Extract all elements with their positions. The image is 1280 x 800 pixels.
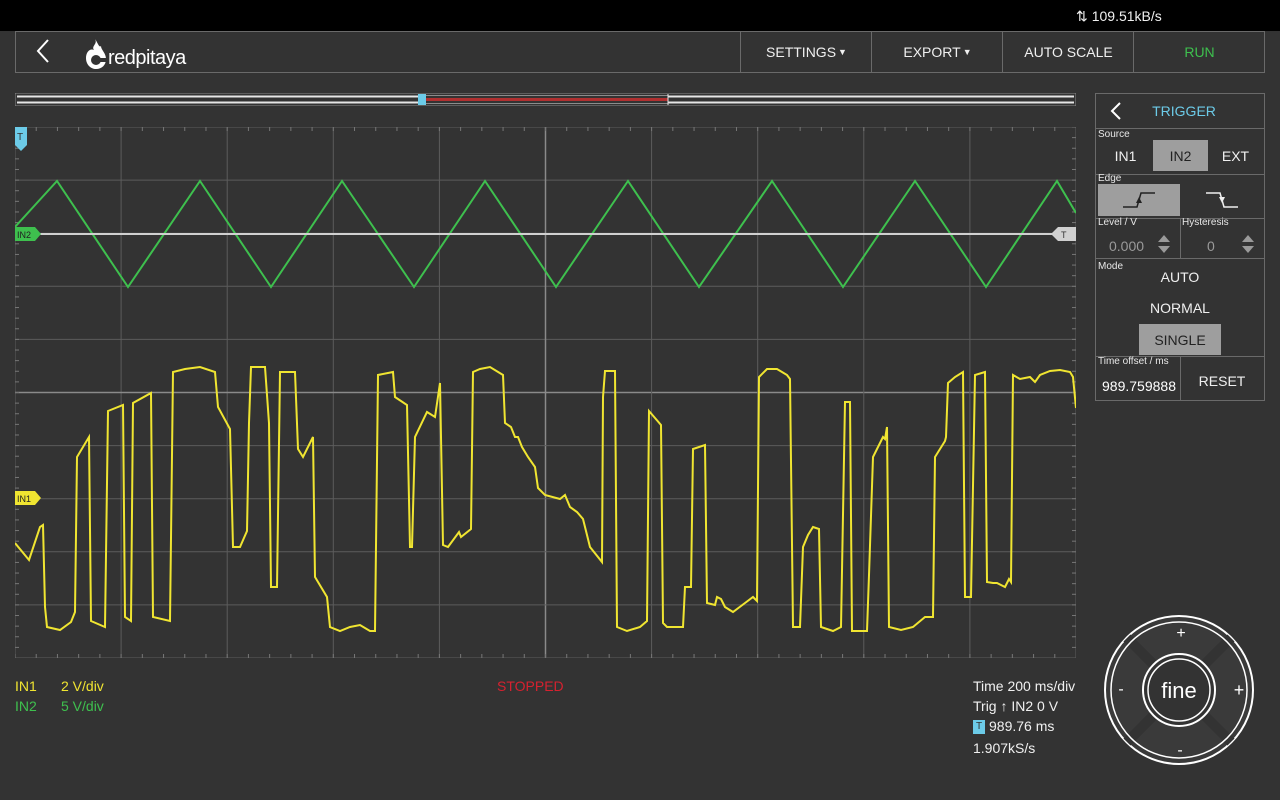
- flame-logo-icon: [86, 39, 106, 69]
- level-spinner[interactable]: [1157, 234, 1171, 254]
- source-in1-button[interactable]: IN1: [1114, 147, 1137, 164]
- trigger-readout: Trig ↑ IN2 0 V: [973, 698, 1059, 714]
- source-in2-button[interactable]: IN2: [1153, 140, 1208, 171]
- hysteresis-label: Hysteresis: [1182, 217, 1229, 228]
- svg-text:T: T: [17, 132, 23, 143]
- falling-edge-icon: [1206, 192, 1238, 208]
- in1-offset-marker[interactable]: IN1: [15, 491, 41, 505]
- time-offset-label: Time offset / ms: [1098, 356, 1169, 367]
- network-speed: ⇅ 109.51kB/s: [1076, 8, 1162, 24]
- autoscale-button[interactable]: AUTO SCALE: [1002, 32, 1134, 72]
- svg-text:IN1: IN1: [17, 494, 31, 504]
- level-label: Level / V: [1098, 217, 1137, 228]
- run-button[interactable]: RUN: [1133, 32, 1265, 72]
- trigger-panel-title: TRIGGER: [1152, 103, 1216, 119]
- reset-button[interactable]: RESET: [1198, 373, 1246, 389]
- hysteresis-input[interactable]: 0: [1207, 238, 1215, 254]
- jog-wheel[interactable]: fine + + - -: [1104, 614, 1254, 766]
- oscilloscope-graph[interactable]: T IN2 IN1 T: [15, 127, 1076, 658]
- trigger-level-marker[interactable]: T: [1051, 227, 1076, 241]
- in2-offset-marker[interactable]: IN2: [15, 227, 41, 241]
- jog-right-plus[interactable]: +: [1234, 680, 1245, 700]
- logo-text: redpitaya: [108, 47, 186, 69]
- export-menu[interactable]: EXPORT ▼: [871, 32, 1003, 72]
- caret-down-icon: ▼: [962, 47, 972, 57]
- hysteresis-spinner[interactable]: [1241, 234, 1255, 254]
- mode-label: Mode: [1098, 261, 1124, 272]
- level-input[interactable]: 0.000: [1109, 238, 1145, 254]
- rising-edge-button[interactable]: [1098, 184, 1180, 216]
- in2-legend[interactable]: IN2 5 V/div: [15, 698, 104, 714]
- in1-legend[interactable]: IN1 2 V/div: [15, 678, 104, 694]
- graph-grid: [15, 127, 1076, 658]
- trigger-panel: TRIGGER Source IN1 IN2 EXT Edge Level / …: [1095, 93, 1265, 401]
- timeline-trigger-marker[interactable]: [418, 94, 426, 105]
- mode-single-button[interactable]: SINGLE: [1139, 324, 1221, 355]
- trigger-time-marker[interactable]: T: [15, 127, 27, 151]
- jog-up-plus[interactable]: +: [1176, 625, 1185, 642]
- in1-waveform: [15, 365, 1076, 633]
- panel-back-button[interactable]: [1106, 100, 1126, 122]
- data-transfer-icon: ⇅: [1076, 8, 1088, 24]
- mode-normal-button[interactable]: NORMAL: [1150, 300, 1210, 316]
- trigger-badge-icon: T: [973, 720, 985, 735]
- trigger-panel-header: TRIGGER: [1096, 94, 1264, 129]
- acquisition-status: STOPPED: [497, 678, 564, 694]
- rising-edge-icon: [1123, 192, 1155, 208]
- time-scale-readout: Time 200 ms/div: [973, 678, 1076, 694]
- caret-down-icon: ▼: [838, 47, 847, 57]
- source-label: Source: [1098, 129, 1130, 140]
- time-offset-input[interactable]: 989.759888: [1102, 378, 1176, 394]
- chevron-left-icon: [36, 39, 49, 63]
- in2-waveform: [15, 179, 1076, 289]
- svg-text:T: T: [1061, 230, 1067, 240]
- jog-down-minus[interactable]: -: [1177, 742, 1182, 759]
- back-button[interactable]: [28, 36, 58, 66]
- falling-edge-button[interactable]: [1182, 184, 1262, 216]
- edge-label: Edge: [1098, 173, 1122, 184]
- settings-menu[interactable]: SETTINGS ▼: [740, 32, 872, 72]
- sample-rate-readout: 1.907kS/s: [973, 740, 1036, 756]
- buffer-timeline[interactable]: [15, 93, 1076, 106]
- mode-auto-button[interactable]: AUTO: [1160, 269, 1200, 285]
- top-navbar: redpitaya SETTINGS ▼ EXPORT ▼ AUTO SCALE R…: [15, 31, 1265, 73]
- svg-text:IN2: IN2: [17, 230, 31, 240]
- fine-toggle[interactable]: fine: [1161, 678, 1196, 703]
- source-ext-button[interactable]: EXT: [1221, 147, 1250, 164]
- jog-left-minus[interactable]: -: [1118, 681, 1123, 698]
- status-bar: ⇅ 109.51kB/s: [0, 0, 1280, 31]
- chevron-left-icon: [1110, 102, 1121, 120]
- time-offset-readout: T 989.76 ms: [973, 718, 1054, 735]
